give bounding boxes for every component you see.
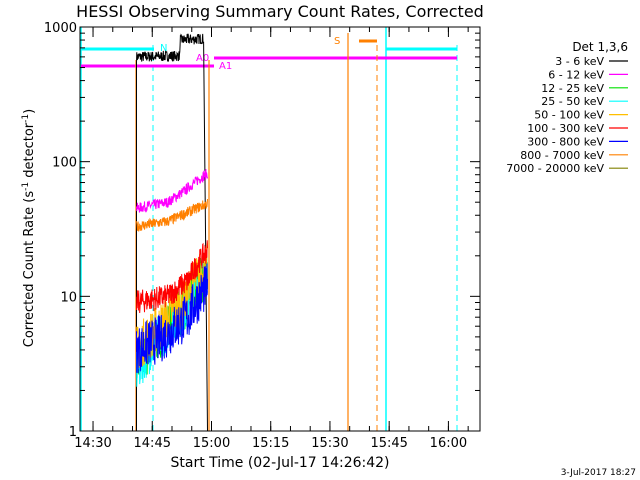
y-axis-label-exponent: -1 — [21, 114, 31, 123]
x-tick-label: 14:30 — [74, 436, 111, 451]
annotation-label: A1 — [219, 61, 232, 72]
y-tick-label: 10 — [60, 290, 77, 305]
x-tick-label: 15:30 — [311, 436, 348, 451]
y-axis-label-part: Corrected Count Rate (s — [22, 191, 37, 348]
x-tick-label: 15:00 — [193, 436, 230, 451]
legend-entry-label: 300 - 800 keV — [527, 135, 604, 148]
x-tick-label: 15:45 — [370, 436, 407, 451]
annotation-label: A0 — [196, 53, 209, 64]
series-trace — [136, 168, 208, 213]
plot-frame — [79, 26, 481, 432]
series-trace — [136, 33, 208, 432]
legend-entry-label: 100 - 300 keV — [527, 122, 604, 135]
y-tick-label: 1000 — [44, 21, 77, 36]
series-trace — [136, 198, 208, 232]
legend-entry-label: 800 - 7000 keV — [520, 149, 604, 162]
legend-entry-label: 3 - 6 keV — [555, 55, 604, 68]
y-tick-label: 100 — [52, 156, 77, 171]
y-axis-label: Corrected Count Rate (s-1 detector-1) — [21, 109, 37, 347]
annotation-label: S — [334, 36, 340, 47]
chart-title: HESSI Observing Summary Count Rates, Cor… — [76, 2, 484, 21]
legend-title: Det 1,3,6 — [572, 40, 628, 54]
y-axis-label-exponent: -1 — [21, 182, 31, 191]
x-tick-label: 14:45 — [134, 436, 171, 451]
y-tick-label: 1 — [69, 425, 77, 440]
legend-entry-label: 50 - 100 keV — [534, 109, 604, 122]
y-axis-label-part: ) — [22, 109, 37, 114]
y-axis-label-part: detector — [22, 122, 37, 182]
plot-area: N A0 A1 S — [80, 27, 458, 432]
series-trace — [136, 263, 208, 374]
x-tick-label: 15:15 — [252, 436, 289, 451]
annotation-label: N — [160, 43, 167, 54]
series-trace — [136, 240, 208, 314]
axes: 1 10 100 1000 14:30 14:45 15:00 15:15 15:30 15:45… — [44, 21, 481, 451]
legend-entry-label: 12 - 25 keV — [541, 82, 604, 95]
x-tick-label: 16:00 — [430, 436, 467, 451]
legend-entry-label: 7000 - 20000 keV — [506, 162, 604, 175]
x-axis-label: Start Time (02-Jul-17 14:26:42) — [170, 455, 389, 471]
date-stamp: 3-Jul-2017 18:27 — [561, 468, 636, 478]
legend-entry-label: 6 - 12 keV — [548, 68, 604, 81]
legend-entry-label: 25 - 50 keV — [541, 95, 604, 108]
